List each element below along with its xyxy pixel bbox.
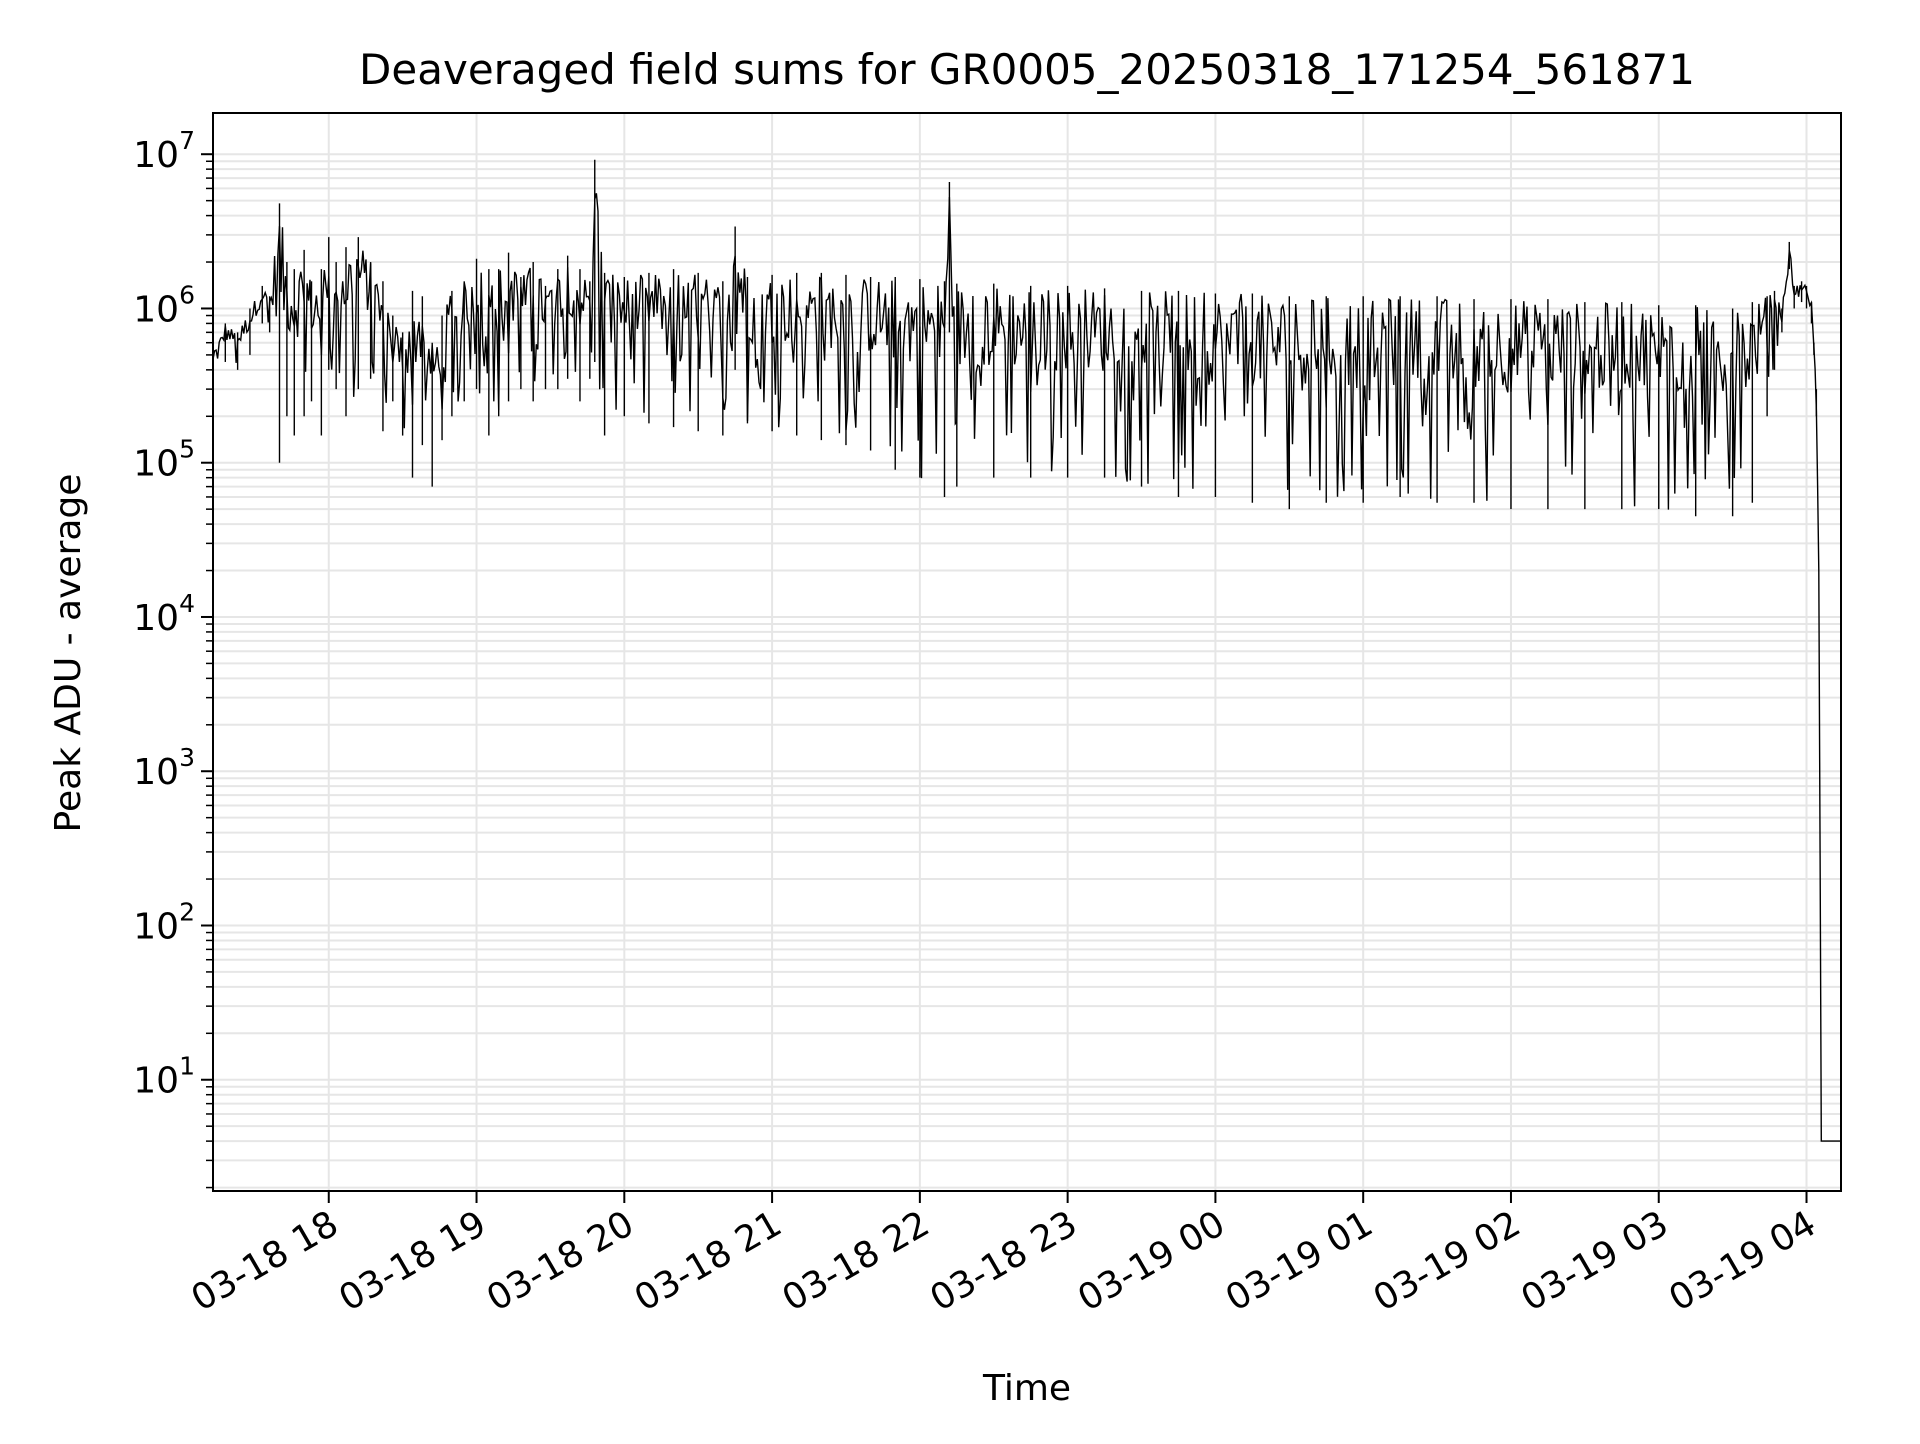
- y-axis-ticks: 101 102 103 104 105 106 107: [133, 126, 213, 1189]
- y-axis-label: Peak ADU - average: [48, 474, 89, 833]
- plot-frame: [212, 112, 1842, 1192]
- grid-layer: [213, 113, 1841, 1191]
- series-line: [212, 193, 1841, 1142]
- y-tick-label: 105: [133, 435, 195, 485]
- y-tick-label: 106: [133, 280, 195, 330]
- y-tick-label: 103: [133, 743, 195, 793]
- y-tick-label: 104: [133, 589, 195, 639]
- x-axis-label: Time: [982, 1368, 1071, 1409]
- y-tick-label: 101: [133, 1052, 195, 1102]
- y-tick-label: 102: [133, 897, 195, 947]
- chart-title: Deaveraged field sums for GR0005_2025031…: [359, 45, 1695, 94]
- series-layer: [212, 159, 1841, 1142]
- y-tick-label: 107: [133, 126, 195, 176]
